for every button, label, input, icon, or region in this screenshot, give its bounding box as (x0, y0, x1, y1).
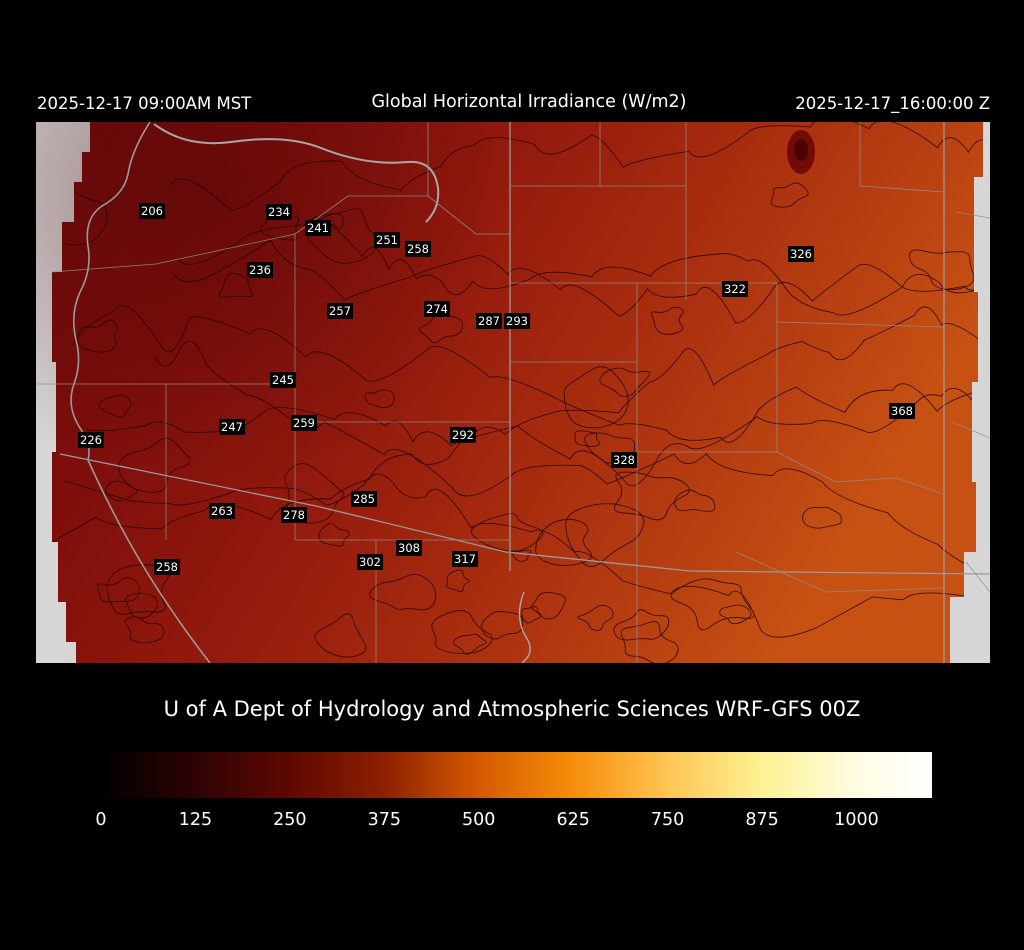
political-boundaries (59, 122, 990, 663)
colorbar-tick-label: 250 (273, 810, 307, 830)
irradiance-map (36, 122, 990, 663)
colorbar-tick-label: 625 (556, 810, 590, 830)
colorado-river (153, 123, 440, 223)
colorbar-gradient (101, 752, 932, 798)
colorbar-tick-label: 875 (745, 810, 779, 830)
colorbar-tick-label: 375 (367, 810, 401, 830)
irradiance-minimum-spot (787, 130, 815, 174)
colorbar-tick-label: 0 (95, 810, 107, 830)
valid-time-utc: 2025-12-17_16:00:00 Z (795, 94, 990, 113)
colorbar-tick-label: 1000 (834, 810, 879, 830)
az-west-border-river (70, 122, 211, 663)
valid-time-local: 2025-12-17 09:00AM MST (37, 94, 252, 113)
river-south (518, 591, 531, 663)
map-canvas (36, 122, 990, 663)
colorbar-tick-label: 125 (178, 810, 213, 830)
colorbar-tick-label: 750 (650, 810, 685, 830)
page-title: Global Horizontal Irradiance (W/m2) (371, 92, 687, 112)
us-mexico-border (59, 453, 990, 575)
county-lines (36, 122, 990, 663)
model-caption: U of A Dept of Hydrology and Atmospheric… (163, 697, 861, 721)
colorbar-ticks: 0 125 250 375 500 625 750 875 1000 (95, 810, 932, 836)
colorbar-tick-label: 500 (462, 810, 496, 830)
